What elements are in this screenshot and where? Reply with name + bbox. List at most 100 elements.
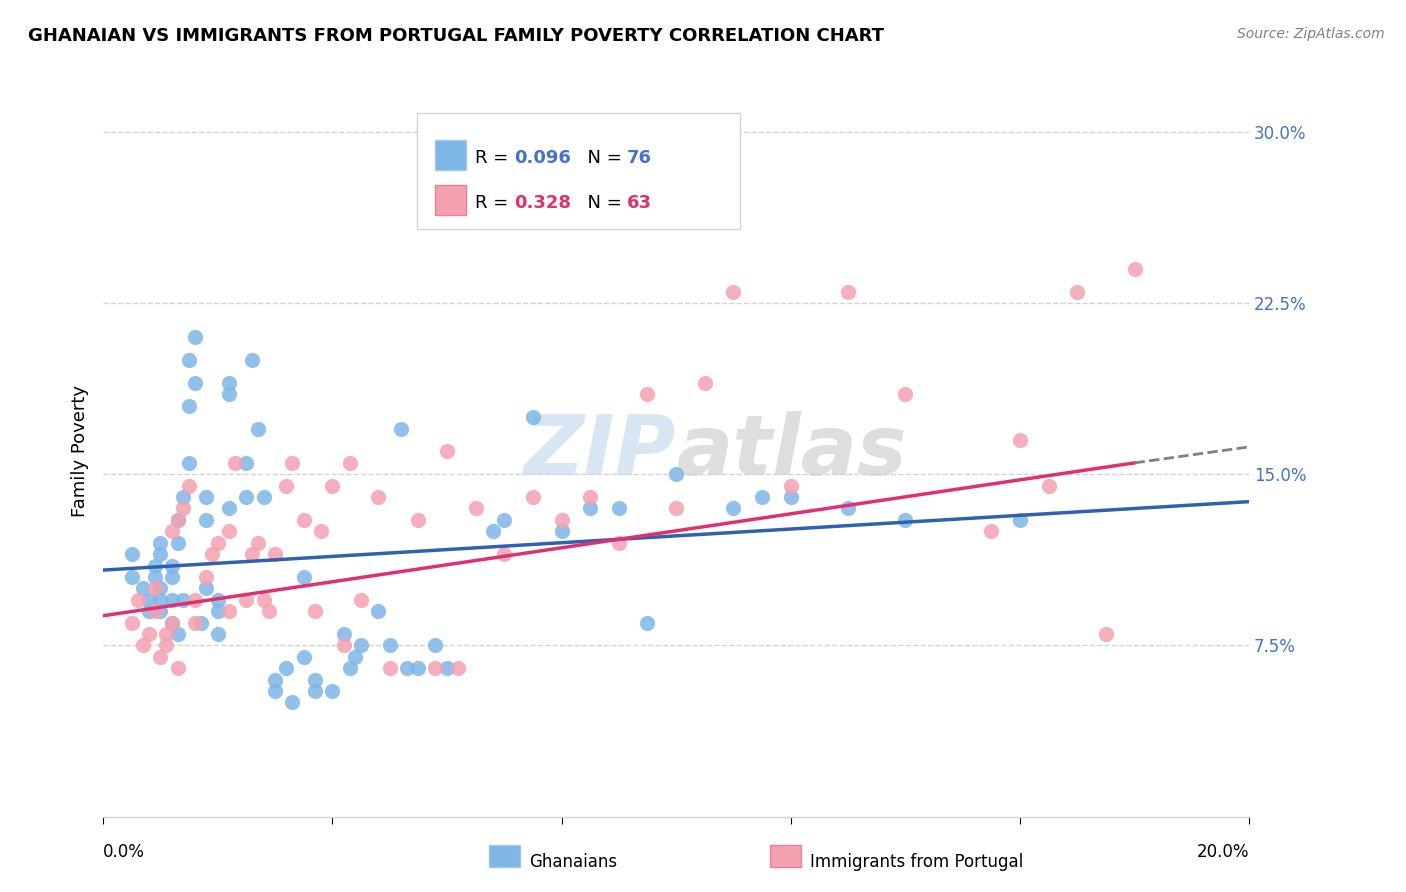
Point bbox=[751, 490, 773, 504]
Point bbox=[304, 604, 326, 618]
Point bbox=[143, 604, 166, 618]
Point bbox=[723, 285, 745, 299]
Point bbox=[980, 524, 1002, 539]
Point bbox=[149, 649, 172, 664]
Point bbox=[436, 444, 458, 458]
Point bbox=[481, 524, 503, 539]
Point bbox=[138, 627, 160, 641]
Point bbox=[177, 478, 200, 492]
Point bbox=[276, 661, 298, 675]
Point bbox=[395, 661, 418, 675]
Point bbox=[693, 376, 716, 390]
Point bbox=[1123, 261, 1146, 276]
Point bbox=[149, 592, 172, 607]
Point bbox=[218, 524, 240, 539]
Point bbox=[207, 604, 229, 618]
Point bbox=[121, 615, 143, 630]
Point bbox=[425, 661, 447, 675]
Point bbox=[172, 501, 194, 516]
Point bbox=[160, 558, 183, 573]
Point bbox=[367, 604, 389, 618]
Point bbox=[166, 661, 188, 675]
Point bbox=[408, 661, 430, 675]
Point bbox=[143, 582, 166, 596]
Point bbox=[252, 592, 274, 607]
Point bbox=[522, 490, 544, 504]
Point bbox=[246, 535, 269, 549]
Point bbox=[264, 673, 287, 687]
Point bbox=[579, 490, 602, 504]
Point bbox=[281, 695, 304, 709]
Point bbox=[132, 639, 155, 653]
Point bbox=[436, 661, 458, 675]
Point bbox=[218, 501, 240, 516]
Point bbox=[166, 513, 188, 527]
Point bbox=[550, 524, 572, 539]
Point bbox=[292, 513, 315, 527]
Point bbox=[235, 592, 257, 607]
Text: 0.328: 0.328 bbox=[515, 194, 571, 211]
Point bbox=[378, 639, 401, 653]
Point bbox=[321, 684, 343, 698]
Point bbox=[1008, 513, 1031, 527]
Point bbox=[235, 490, 257, 504]
Point bbox=[264, 684, 287, 698]
Point bbox=[166, 513, 188, 527]
Point bbox=[195, 570, 218, 584]
Point bbox=[207, 535, 229, 549]
Point bbox=[259, 604, 281, 618]
Point bbox=[195, 490, 218, 504]
Point bbox=[779, 490, 801, 504]
Point bbox=[607, 535, 630, 549]
Text: GHANAIAN VS IMMIGRANTS FROM PORTUGAL FAMILY POVERTY CORRELATION CHART: GHANAIAN VS IMMIGRANTS FROM PORTUGAL FAM… bbox=[28, 27, 884, 45]
Point bbox=[201, 547, 224, 561]
Point bbox=[149, 535, 172, 549]
Text: 0.096: 0.096 bbox=[515, 149, 571, 167]
Point bbox=[160, 615, 183, 630]
Point bbox=[143, 558, 166, 573]
Point bbox=[184, 615, 207, 630]
Point bbox=[160, 570, 183, 584]
Point bbox=[723, 501, 745, 516]
Point bbox=[779, 478, 801, 492]
Point bbox=[304, 673, 326, 687]
Text: R =: R = bbox=[475, 194, 513, 211]
Point bbox=[425, 639, 447, 653]
Point bbox=[177, 456, 200, 470]
Point bbox=[292, 649, 315, 664]
Point bbox=[333, 627, 356, 641]
Point bbox=[339, 456, 361, 470]
Point bbox=[252, 490, 274, 504]
Point bbox=[160, 592, 183, 607]
Point bbox=[218, 376, 240, 390]
Text: R =: R = bbox=[475, 149, 513, 167]
Point bbox=[132, 582, 155, 596]
Point bbox=[138, 604, 160, 618]
Point bbox=[166, 535, 188, 549]
Text: 0.0%: 0.0% bbox=[103, 843, 145, 862]
Point bbox=[1008, 433, 1031, 447]
Point bbox=[240, 547, 263, 561]
Text: Immigrants from Portugal: Immigrants from Portugal bbox=[810, 853, 1024, 871]
Point bbox=[378, 661, 401, 675]
Point bbox=[1038, 478, 1060, 492]
Point bbox=[339, 661, 361, 675]
Point bbox=[177, 399, 200, 413]
Text: 20.0%: 20.0% bbox=[1197, 843, 1249, 862]
Point bbox=[121, 570, 143, 584]
Point bbox=[190, 615, 212, 630]
Point bbox=[389, 422, 412, 436]
Point bbox=[837, 501, 859, 516]
Point bbox=[607, 501, 630, 516]
Text: N =: N = bbox=[576, 194, 627, 211]
Point bbox=[333, 639, 356, 653]
Point bbox=[184, 376, 207, 390]
Point bbox=[522, 410, 544, 425]
Point bbox=[172, 490, 194, 504]
Point bbox=[207, 592, 229, 607]
Point bbox=[224, 456, 246, 470]
Point bbox=[184, 330, 207, 344]
Point bbox=[408, 513, 430, 527]
Text: 63: 63 bbox=[627, 194, 651, 211]
Point bbox=[177, 353, 200, 368]
